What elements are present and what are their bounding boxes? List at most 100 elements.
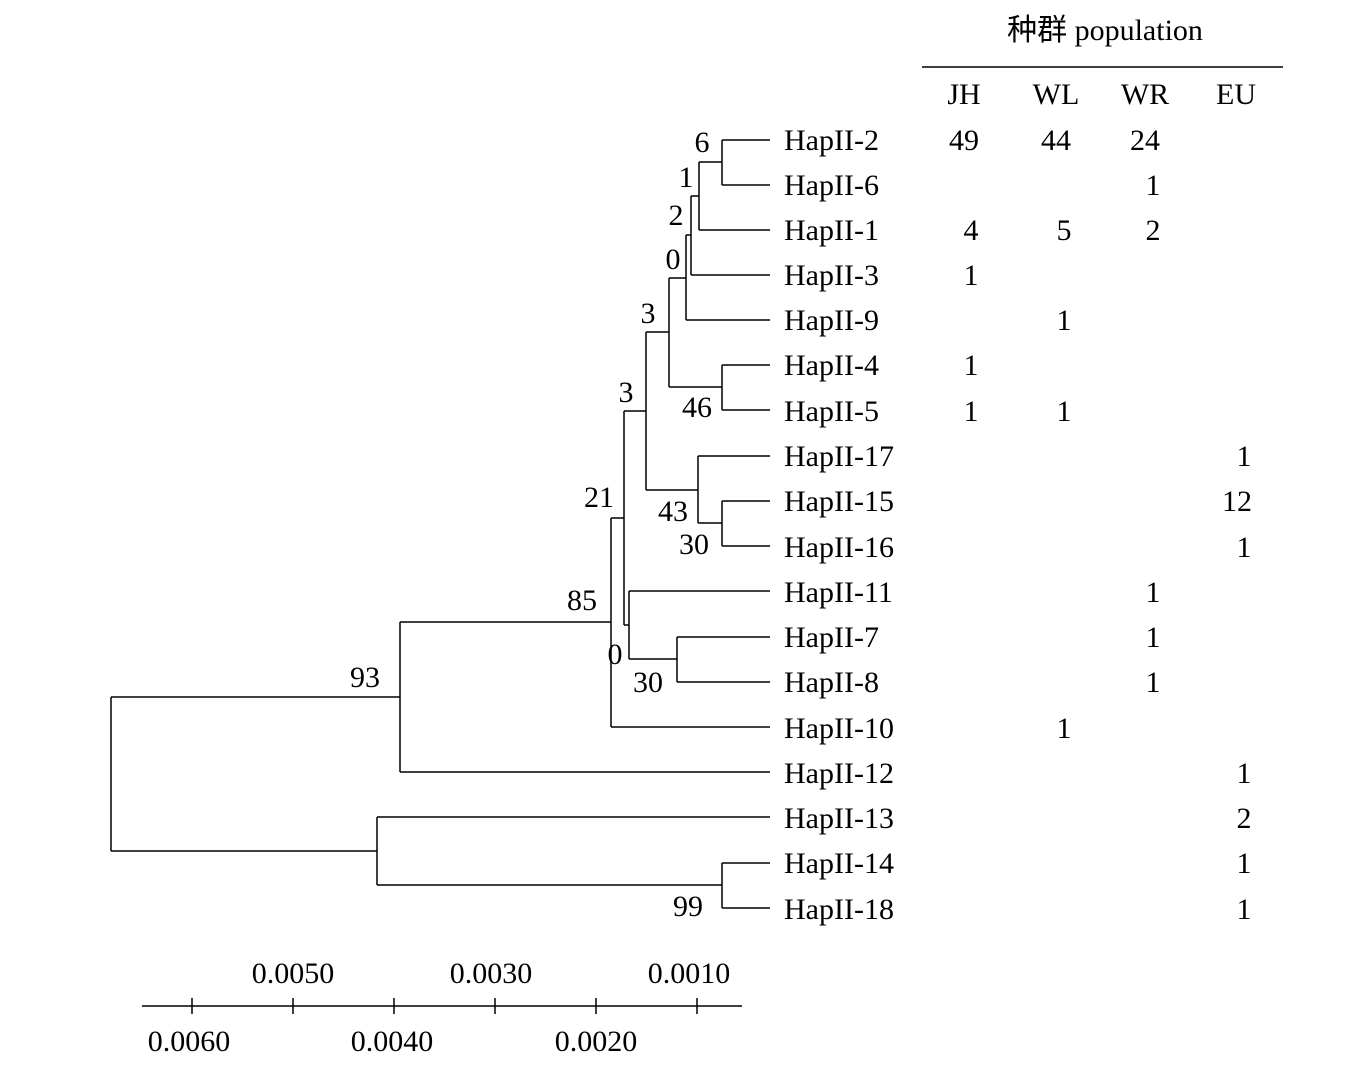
bootstrap-label: 0 — [608, 638, 623, 671]
haplotype-label: HapII-1 — [784, 214, 879, 247]
bootstrap-label: 1 — [679, 161, 694, 194]
branch-node-93 — [399, 621, 770, 773]
row-hapii-17: HapII-17 1 — [784, 440, 1252, 473]
bootstrap-label: 2 — [669, 199, 684, 232]
count-jh: 49 — [949, 124, 979, 157]
branch-node-21 — [623, 410, 646, 626]
bootstrap-label: 99 — [673, 890, 703, 923]
count-wl: 5 — [1057, 214, 1072, 247]
row-hapii-15: HapII-15 12 — [784, 485, 1252, 518]
count-wl: 1 — [1057, 712, 1072, 745]
branch-node-0b — [628, 590, 770, 660]
axis-tick-label: 0.0040 — [351, 1025, 434, 1058]
row-hapii-1: HapII-1 4 5 2 — [784, 214, 1161, 247]
haplotype-label: HapII-12 — [784, 757, 894, 790]
bootstrap-label: 46 — [682, 391, 712, 424]
row-hapii-18: HapII-18 1 — [784, 893, 1252, 926]
row-hapii-13: HapII-13 2 — [784, 802, 1252, 835]
branch-node-0a — [685, 234, 770, 321]
column-header-eu: EU — [1216, 78, 1256, 111]
branch-node-99 — [721, 862, 770, 909]
haplotype-label: HapII-3 — [784, 259, 879, 292]
count-eu: 2 — [1237, 802, 1252, 835]
row-hapii-11: HapII-11 1 — [784, 576, 1161, 609]
branch-node-6 — [721, 139, 770, 186]
axis-tick-label: 0.0060 — [148, 1025, 231, 1058]
count-eu: 1 — [1237, 847, 1252, 880]
haplotype-label: HapII-10 — [784, 712, 894, 745]
haplotype-label: HapII-9 — [784, 304, 879, 337]
count-eu: 1 — [1237, 531, 1252, 564]
bootstrap-label: 93 — [350, 661, 380, 694]
bootstrap-label: 3 — [619, 376, 634, 409]
bootstrap-label: 3 — [641, 297, 656, 330]
row-hapii-8: HapII-8 1 — [784, 666, 1161, 699]
axis-tick-label: 0.0030 — [450, 957, 533, 990]
branch-lower-clade — [376, 816, 770, 886]
haplotype-label: HapII-14 — [784, 847, 894, 880]
distance-scale-axis: 0.0050 0.0030 0.0010 0.0060 0.0040 0.002… — [142, 957, 742, 1058]
axis-tick-label: 0.0020 — [555, 1025, 638, 1058]
axis-tick-label: 0.0050 — [252, 957, 335, 990]
row-hapii-12: HapII-12 1 — [784, 757, 1252, 790]
branch-root — [110, 696, 400, 852]
count-eu: 12 — [1222, 485, 1252, 518]
count-wr: 1 — [1146, 169, 1161, 202]
population-title: 种群 population — [1007, 14, 1203, 47]
bootstrap-values: 6 1 2 0 3 46 3 43 30 21 85 0 30 93 99 — [350, 126, 712, 923]
haplotype-label: HapII-18 — [784, 893, 894, 926]
count-wl: 44 — [1041, 124, 1071, 157]
branch-node-43 — [697, 455, 770, 524]
branch-node-3a — [668, 277, 722, 388]
haplotype-label: HapII-8 — [784, 666, 879, 699]
haplotype-label: HapII-15 — [784, 485, 894, 518]
haplotype-label: HapII-6 — [784, 169, 879, 202]
column-header-wr: WR — [1121, 78, 1169, 111]
row-hapii-16: HapII-16 1 — [784, 531, 1252, 564]
bootstrap-label: 6 — [695, 126, 710, 159]
row-hapii-7: HapII-7 1 — [784, 621, 1161, 654]
row-hapii-9: HapII-9 1 — [784, 304, 1072, 337]
bootstrap-label: 21 — [584, 481, 614, 514]
bootstrap-label: 30 — [633, 666, 663, 699]
count-wr: 1 — [1146, 621, 1161, 654]
bootstrap-label: 0 — [666, 243, 681, 276]
column-header-jh: JH — [947, 78, 980, 111]
bootstrap-label: 85 — [567, 584, 597, 617]
count-wl: 1 — [1057, 395, 1072, 428]
axis-tick-label: 0.0010 — [648, 957, 731, 990]
haplotype-label: HapII-16 — [784, 531, 894, 564]
row-hapii-6: HapII-6 1 — [784, 169, 1161, 202]
branch-node-30a — [721, 500, 770, 547]
row-hapii-2: HapII-2 49 44 24 — [784, 124, 1160, 157]
row-hapii-10: HapII-10 1 — [784, 712, 1072, 745]
count-wr: 2 — [1146, 214, 1161, 247]
haplotype-label: HapII-17 — [784, 440, 894, 473]
haplotype-rows: HapII-2 49 44 24 HapII-6 1 HapII-1 4 5 2… — [784, 124, 1252, 926]
branch-node-46 — [721, 364, 770, 411]
count-wr: 24 — [1130, 124, 1160, 157]
count-wl: 1 — [1057, 304, 1072, 337]
count-wr: 1 — [1146, 576, 1161, 609]
count-wr: 1 — [1146, 666, 1161, 699]
bootstrap-label: 43 — [658, 495, 688, 528]
row-hapii-5: HapII-5 1 1 — [784, 395, 1072, 428]
column-header-wl: WL — [1033, 78, 1080, 111]
count-jh: 4 — [964, 214, 979, 247]
haplotype-label: HapII-7 — [784, 621, 879, 654]
row-hapii-14: HapII-14 1 — [784, 847, 1252, 880]
branch-node-30b — [676, 636, 770, 683]
count-jh: 1 — [964, 349, 979, 382]
haplotype-label: HapII-13 — [784, 802, 894, 835]
count-eu: 1 — [1237, 440, 1252, 473]
bootstrap-label: 30 — [679, 528, 709, 561]
haplotype-label: HapII-11 — [784, 576, 893, 609]
row-hapii-4: HapII-4 1 — [784, 349, 979, 382]
count-eu: 1 — [1237, 893, 1252, 926]
branch-node-2 — [690, 195, 770, 276]
tree-branches — [110, 139, 770, 909]
row-hapii-3: HapII-3 1 — [784, 259, 979, 292]
count-jh: 1 — [964, 395, 979, 428]
count-jh: 1 — [964, 259, 979, 292]
